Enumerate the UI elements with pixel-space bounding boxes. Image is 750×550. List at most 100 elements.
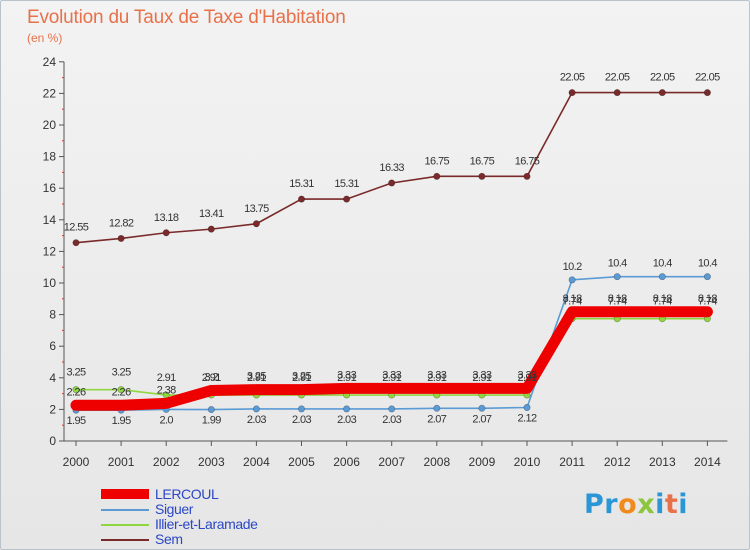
data-point: [478, 172, 486, 180]
data-point: [343, 195, 351, 203]
y-tick-label: 20: [43, 118, 57, 132]
data-point: [343, 405, 351, 413]
data-point: [207, 406, 215, 414]
data-point: [297, 405, 305, 413]
x-tick-label: 2000: [63, 455, 90, 469]
y-tick-label: 24: [43, 55, 57, 69]
data-point: [207, 225, 215, 233]
chart-title: Evolution du Taux de Taxe d'Habitation: [27, 7, 346, 28]
y-tick-label: 14: [43, 213, 57, 227]
data-label: 13.41: [199, 208, 224, 220]
x-tick-label: 2013: [649, 455, 676, 469]
data-label: 3.25: [66, 367, 85, 379]
data-label: 12.82: [109, 217, 134, 229]
x-tick-label: 2005: [288, 455, 315, 469]
data-label: 16.75: [425, 155, 450, 167]
data-point: [433, 404, 441, 412]
series-layer: [70, 89, 713, 414]
proxiti-logo: Proxiti: [584, 489, 689, 520]
series-line-lercoul: [70, 306, 713, 411]
legend-swatch: [101, 524, 149, 526]
x-tick-label: 2003: [198, 455, 225, 469]
data-label: 2.03: [292, 414, 311, 426]
data-label: 3.33: [382, 369, 401, 381]
series-sem: [72, 89, 711, 247]
data-label: 12.55: [64, 222, 89, 234]
data-label: 2.91: [157, 372, 176, 384]
data-label: 8.18: [698, 293, 717, 305]
data-label: 2.03: [382, 414, 401, 426]
legend-item-siguer: Siguer: [101, 501, 361, 517]
legend-item-sem: Sem: [101, 531, 361, 547]
data-label: 10.4: [608, 258, 627, 270]
data-label: 3.25: [247, 371, 266, 383]
legend-label: Sem: [155, 531, 183, 547]
data-point: [568, 89, 576, 97]
data-label: 7.74: [608, 296, 627, 308]
data-label: 3.33: [517, 369, 536, 381]
chart-subtitle: (en %): [27, 31, 63, 45]
data-label: 2.91: [517, 372, 536, 384]
data-point: [658, 273, 666, 281]
data-label: 3.25: [112, 367, 131, 379]
data-point: [658, 89, 666, 97]
data-label: 2.91: [472, 372, 491, 384]
data-point: [117, 386, 125, 394]
data-point: [72, 386, 80, 394]
data-label: 15.31: [289, 178, 314, 190]
y-tick-label: 16: [43, 181, 57, 195]
x-tick-label: 2002: [153, 455, 180, 469]
data-point: [568, 276, 576, 284]
data-label: 22.05: [650, 72, 675, 84]
data-label: 3.33: [337, 369, 356, 381]
legend-label: Siguer: [155, 501, 194, 517]
data-point: [433, 172, 441, 180]
x-tick-label: 2006: [333, 455, 360, 469]
data-label: 7.74: [653, 296, 672, 308]
data-point: [703, 273, 711, 281]
data-label: 2.91: [382, 372, 401, 384]
legend-item-illier-et-laramade: Illier-et-Laramade: [101, 516, 361, 532]
data-label: 2.07: [472, 413, 491, 425]
y-tick-label: 8: [49, 308, 56, 322]
legend-label: LERCOUL: [155, 486, 219, 502]
x-tick-label: 2011: [559, 455, 585, 469]
legend-swatch: [101, 509, 149, 511]
data-label: 7.74: [563, 296, 582, 308]
data-label: 2.07: [427, 413, 446, 425]
data-label: 16.75: [470, 155, 495, 167]
x-tick-label: 2004: [243, 455, 270, 469]
data-point: [613, 89, 621, 97]
data-label: 2.03: [337, 414, 356, 426]
data-point: [252, 405, 260, 413]
data-label: 7.74: [698, 296, 717, 308]
data-label: 8.18: [563, 293, 582, 305]
data-point: [613, 273, 621, 281]
legend-item-lercoul: LERCOUL: [101, 486, 361, 502]
data-label: 10.4: [698, 258, 717, 270]
y-tick-label: 22: [43, 86, 57, 100]
data-label: 2.26: [112, 386, 131, 398]
y-tick-label: 10: [43, 276, 57, 290]
data-label: 2.03: [247, 414, 266, 426]
data-point: [72, 239, 80, 247]
x-tick-label: 2014: [694, 455, 721, 469]
x-tick-label: 2012: [604, 455, 631, 469]
data-label: 22.05: [605, 72, 630, 84]
x-tick-label: 2001: [108, 455, 135, 469]
data-point: [703, 89, 711, 97]
data-label: 10.4: [653, 258, 672, 270]
legend-label: Illier-et-Laramade: [155, 516, 258, 532]
data-point: [117, 234, 125, 242]
y-tick-label: 2: [49, 402, 56, 416]
data-label: 1.95: [66, 415, 85, 427]
data-label: 2.91: [427, 372, 446, 384]
series-lercoul: [70, 306, 713, 411]
data-label: 2.12: [517, 413, 536, 425]
data-point: [523, 404, 531, 412]
data-label: 3.2: [205, 371, 219, 383]
data-label: 3.33: [427, 369, 446, 381]
x-tick-label: 2008: [423, 455, 450, 469]
data-label: 8.18: [653, 293, 672, 305]
